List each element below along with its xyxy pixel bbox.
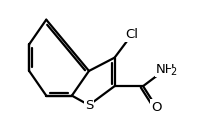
Text: 2: 2 [171, 68, 177, 77]
Text: Cl: Cl [125, 28, 138, 41]
Text: O: O [151, 101, 162, 113]
Text: S: S [85, 99, 93, 112]
Text: NH: NH [156, 63, 176, 76]
